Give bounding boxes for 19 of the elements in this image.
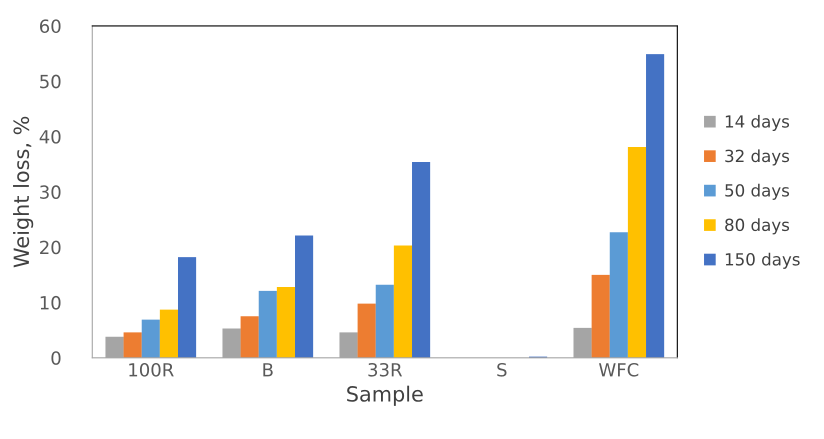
legend-label: 50 days: [725, 184, 790, 200]
y-tick-label: 0: [51, 351, 61, 365]
x-tick-label: 100R: [129, 362, 174, 377]
y-tick-label: 20: [40, 240, 61, 254]
x-tick-label: WFC: [599, 362, 638, 377]
x-axis-title: Sample: [347, 386, 423, 406]
y-axis-title: Weight loss, %: [13, 116, 34, 268]
y-tick-label: 30: [40, 185, 61, 199]
x-tick-label: S: [497, 362, 507, 377]
legend-label: 14 days: [726, 114, 790, 131]
y-tick-label: 10: [40, 296, 61, 310]
legend-label: 32 days: [725, 149, 790, 166]
legend-label: 150 days: [726, 252, 800, 269]
x-tick-label: 33R: [368, 362, 402, 377]
y-tick-label: 60: [40, 19, 61, 34]
y-tick-label: 40: [40, 130, 61, 144]
y-tick-label: 50: [40, 74, 61, 88]
legend-label: 80 days: [725, 218, 790, 234]
x-tick-label: B: [263, 363, 273, 376]
